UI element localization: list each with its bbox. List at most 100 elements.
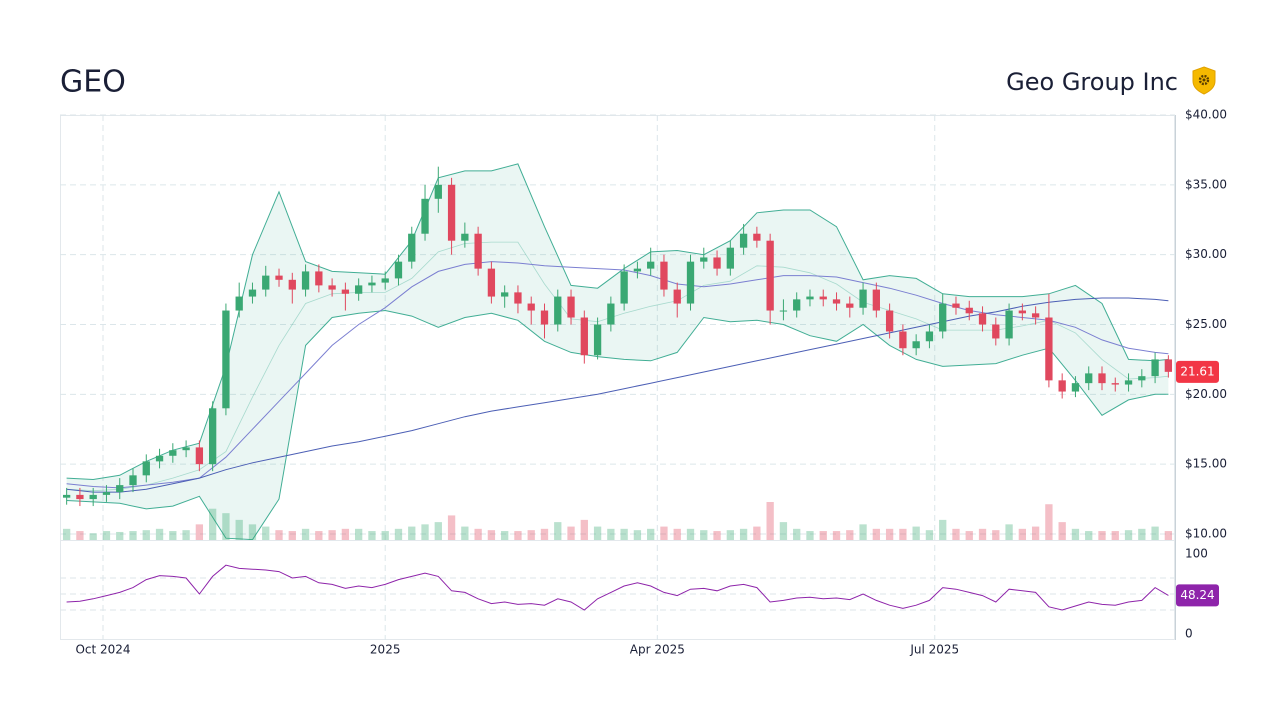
candle-body xyxy=(726,247,734,269)
candle-body xyxy=(315,271,323,286)
candle-body xyxy=(1098,373,1106,384)
volume-bar xyxy=(726,530,734,540)
volume-bar xyxy=(607,528,615,540)
candle-body xyxy=(1018,310,1027,314)
volume-bar xyxy=(1005,524,1013,540)
candle-body xyxy=(660,261,668,290)
candle-body xyxy=(62,494,71,498)
candle-body xyxy=(580,317,588,356)
volume-bar xyxy=(819,531,827,540)
volume-bar xyxy=(554,522,562,540)
candle-body xyxy=(925,331,934,342)
candle-body xyxy=(819,296,827,300)
band-lower xyxy=(66,309,1169,540)
volume-bar xyxy=(208,508,217,540)
candle-body xyxy=(262,275,270,290)
volume-bar xyxy=(514,531,522,540)
volume-bar xyxy=(832,531,841,540)
candle-body xyxy=(1151,359,1159,377)
candle-body xyxy=(129,475,137,486)
candle-body xyxy=(394,261,403,279)
volume-bar xyxy=(328,530,336,540)
candle-body xyxy=(846,303,854,308)
volume-bar xyxy=(288,531,296,540)
y-tick-label: $25.00 xyxy=(1185,317,1227,331)
volume-bar xyxy=(421,524,429,540)
x-tick-label: 2025 xyxy=(370,643,401,657)
candle-body xyxy=(939,303,947,332)
gear xyxy=(1198,74,1210,86)
candle-body xyxy=(567,296,575,318)
volume-bar xyxy=(129,531,137,540)
candle-body xyxy=(235,296,243,311)
volume-bar xyxy=(567,526,575,540)
symbol: GEO xyxy=(60,65,126,100)
gear-hub xyxy=(1202,78,1206,82)
y-tick-label: $40.00 xyxy=(1185,108,1227,122)
volume-bar xyxy=(939,519,947,540)
candle-body xyxy=(673,289,681,304)
volume-bar xyxy=(355,528,363,540)
volume-bar xyxy=(1098,531,1106,540)
volume-bar xyxy=(408,526,416,540)
volume-bar xyxy=(169,531,177,540)
volume-bar xyxy=(660,526,668,540)
y-tick-label: $15.00 xyxy=(1185,457,1227,471)
rsi-pane xyxy=(66,564,1169,611)
candle-body xyxy=(1111,383,1119,385)
volume-bar xyxy=(540,528,549,540)
candle-body xyxy=(142,461,150,476)
volume-bar xyxy=(1071,528,1080,540)
volume-bar xyxy=(155,528,164,540)
volume-bar xyxy=(487,530,496,540)
volume-bar xyxy=(182,530,190,540)
y-tick-label: $35.00 xyxy=(1185,177,1227,191)
volume-bar xyxy=(434,522,442,540)
volume-bar xyxy=(753,526,761,540)
candle-body xyxy=(739,233,748,248)
candle-body xyxy=(992,324,1000,339)
axis-labels: $10.00 $15.00 $20.00 $25.00 $30.00 $35.00 $40.… xyxy=(75,108,1227,657)
moving-average xyxy=(66,297,1169,493)
candle-body xyxy=(793,299,801,311)
price-badge xyxy=(1176,360,1219,383)
volume-bar xyxy=(248,524,257,540)
rsi-badge xyxy=(1176,584,1219,607)
candle-body xyxy=(514,292,522,304)
volume-bar xyxy=(275,530,283,540)
volume-bar xyxy=(700,530,708,540)
volume-bar xyxy=(394,528,403,540)
candle-body xyxy=(275,275,283,280)
candle-body xyxy=(806,296,814,300)
band-fill xyxy=(66,163,1169,540)
y-tick-label: $30.00 xyxy=(1185,247,1227,261)
candle-body xyxy=(208,408,217,465)
volume-bar xyxy=(859,524,867,540)
volume-bar xyxy=(1045,504,1053,540)
candle-body xyxy=(965,307,973,314)
x-tick-label: Apr 2025 xyxy=(630,643,685,657)
candle-body xyxy=(554,296,562,325)
candle-body xyxy=(447,184,456,241)
candle-body xyxy=(1045,317,1053,381)
volume-bar xyxy=(315,531,323,540)
volume-bar xyxy=(474,528,482,540)
candle-body xyxy=(328,285,336,290)
candle-body xyxy=(593,324,602,356)
candle-body xyxy=(832,299,841,304)
volume-bar xyxy=(686,528,695,540)
volume-bar xyxy=(846,530,854,540)
candle-body xyxy=(620,271,628,304)
candle-body xyxy=(885,310,894,332)
volume-bar xyxy=(793,528,801,540)
volume-bar xyxy=(952,528,960,540)
candle-body xyxy=(1031,313,1040,318)
candle-body xyxy=(1124,380,1133,385)
volume-bar xyxy=(195,524,204,540)
volume-bar xyxy=(633,530,642,540)
candle-body xyxy=(169,450,177,456)
plot-frame xyxy=(60,115,1175,640)
candle-body xyxy=(872,289,880,311)
